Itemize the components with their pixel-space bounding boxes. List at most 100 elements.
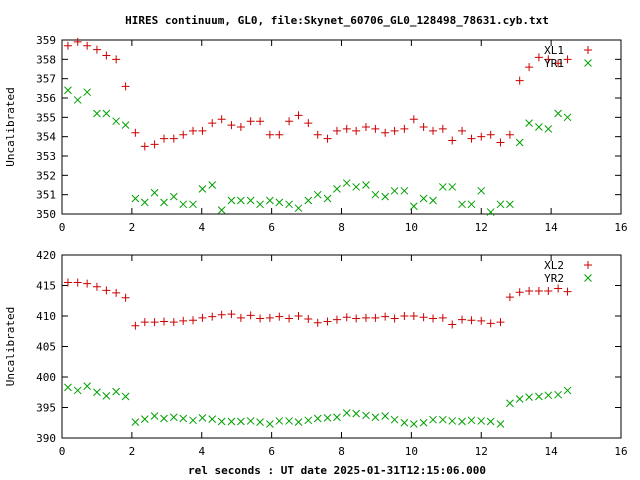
y-tick-label: 395 xyxy=(36,402,56,415)
data-point xyxy=(563,386,572,395)
data-point xyxy=(102,392,111,400)
data-point xyxy=(294,111,303,120)
data-point xyxy=(208,119,217,128)
data-point xyxy=(304,196,313,205)
data-point xyxy=(150,318,159,327)
data-point xyxy=(92,45,101,54)
x-tick-label: 14 xyxy=(545,221,559,234)
data-point xyxy=(160,414,168,423)
data-point xyxy=(121,392,130,401)
data-point xyxy=(554,284,563,293)
y-tick-label: 355 xyxy=(36,111,56,124)
data-point xyxy=(198,185,207,193)
x-tick-label: 6 xyxy=(268,445,275,458)
data-point xyxy=(409,420,418,428)
legend-marker xyxy=(584,46,592,54)
x-tick-label: 16 xyxy=(614,445,627,458)
data-point xyxy=(496,138,505,147)
panel-top: 0 2 4 6 8 10 12 14 16 350 351 352 353 354 355 356 357 358… xyxy=(4,34,628,234)
x-tick-label: 10 xyxy=(405,445,418,458)
data-point xyxy=(506,399,514,408)
data-point xyxy=(323,414,332,422)
data-point xyxy=(352,183,361,191)
data-point xyxy=(179,200,188,209)
data-point xyxy=(198,313,207,322)
data-point xyxy=(534,286,543,295)
data-point xyxy=(535,392,543,401)
data-point xyxy=(448,183,457,191)
data-point xyxy=(285,314,294,323)
data-point xyxy=(554,59,563,68)
data-point xyxy=(140,198,149,207)
x-tick-label: 8 xyxy=(338,445,345,458)
data-point xyxy=(304,416,313,425)
data-point xyxy=(198,126,207,135)
data-point xyxy=(140,142,149,151)
data-point xyxy=(381,128,390,137)
data-point xyxy=(140,318,149,327)
legend-label: XL1 xyxy=(544,44,564,57)
x-tick-label: 6 xyxy=(268,221,275,234)
data-point xyxy=(83,41,92,50)
data-point xyxy=(275,312,284,321)
data-point xyxy=(486,130,495,139)
data-point xyxy=(448,136,457,145)
data-point xyxy=(409,312,418,320)
data-point xyxy=(246,117,255,126)
y-tick-label: 405 xyxy=(36,341,56,354)
data-point xyxy=(486,208,495,216)
data-point xyxy=(169,318,178,327)
y-tick-label: 420 xyxy=(36,249,56,262)
data-point xyxy=(83,382,92,391)
data-point xyxy=(554,390,562,399)
data-point xyxy=(458,200,466,209)
data-point xyxy=(496,318,505,327)
y-tick-label: 415 xyxy=(36,280,56,293)
data-point xyxy=(477,417,486,425)
data-point xyxy=(285,417,293,425)
x-tick-label: 14 xyxy=(545,445,559,458)
data-point xyxy=(198,414,207,422)
y-tick-label: 390 xyxy=(36,432,56,445)
data-point xyxy=(63,278,72,287)
data-point xyxy=(544,125,553,133)
y-tick-label: 354 xyxy=(36,131,56,144)
y-tick-label: 351 xyxy=(36,189,56,202)
data-point xyxy=(477,316,486,325)
data-point xyxy=(73,37,82,46)
data-point xyxy=(189,126,198,135)
data-point xyxy=(131,321,140,330)
data-point xyxy=(342,179,351,187)
data-point xyxy=(563,287,572,296)
data-point xyxy=(419,123,428,131)
data-point xyxy=(93,388,101,397)
legend-marker xyxy=(584,59,592,67)
legend-label: YR2 xyxy=(544,272,564,285)
data-point xyxy=(554,109,562,118)
data-point xyxy=(400,418,409,427)
data-point xyxy=(467,134,476,143)
data-point xyxy=(112,55,121,64)
data-point xyxy=(265,313,274,322)
data-point xyxy=(217,206,226,214)
x-tick-label: 8 xyxy=(338,221,345,234)
data-point xyxy=(342,409,351,417)
panel-bottom: 0 2 4 6 8 10 12 14 16 390 395 400 405 410 415 420 Uncali… xyxy=(4,249,628,458)
data-point xyxy=(486,319,495,328)
data-point xyxy=(429,314,438,323)
data-point xyxy=(515,138,524,147)
data-point xyxy=(515,76,524,85)
series-XL2 xyxy=(63,278,572,330)
data-point xyxy=(169,192,178,201)
data-point xyxy=(112,387,121,396)
data-point xyxy=(429,415,437,424)
data-point xyxy=(63,41,72,50)
data-point xyxy=(73,278,82,287)
data-point xyxy=(496,200,505,209)
data-point xyxy=(93,109,101,118)
data-point xyxy=(256,418,264,426)
data-point xyxy=(544,286,553,295)
data-point xyxy=(313,130,322,139)
y-tick-label: 352 xyxy=(36,169,56,182)
data-point xyxy=(83,279,92,288)
